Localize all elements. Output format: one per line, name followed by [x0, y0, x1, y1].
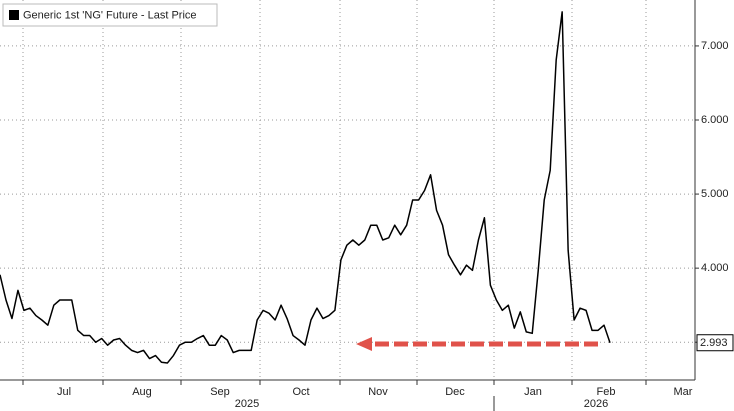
price-line	[0, 11, 611, 364]
legend: Generic 1st 'NG' Future - Last Price	[2, 3, 218, 27]
legend-swatch	[9, 10, 19, 20]
plot-area	[0, 11, 611, 364]
x-tick-label: Feb	[597, 386, 616, 398]
x-tick-label: Oct	[292, 386, 309, 398]
x-tick-label: Mar	[674, 386, 693, 398]
arrow-head	[356, 337, 372, 351]
last-price-arrow	[356, 337, 598, 351]
x-tick-label: Jan	[524, 386, 542, 398]
x-tick-label: Jul	[57, 386, 71, 398]
y-tick-label: 5.000	[701, 188, 729, 200]
year-label: 2025	[235, 398, 259, 410]
last-price-box	[696, 334, 734, 352]
legend-box	[2, 3, 218, 27]
legend-label: Generic 1st 'NG' Future - Last Price	[23, 9, 197, 21]
y-tick-label: 7.000	[701, 40, 729, 52]
x-tick-label: Sep	[210, 386, 230, 398]
last-price-label: 2.993	[700, 337, 728, 349]
x-tick-label: Aug	[132, 386, 152, 398]
y-tick-label: 6.000	[701, 114, 729, 126]
y-tick-label: 4.000	[701, 262, 729, 274]
year-label: 2026	[584, 398, 608, 410]
x-tick-label: Nov	[368, 386, 388, 398]
x-tick-label: Dec	[445, 386, 465, 398]
